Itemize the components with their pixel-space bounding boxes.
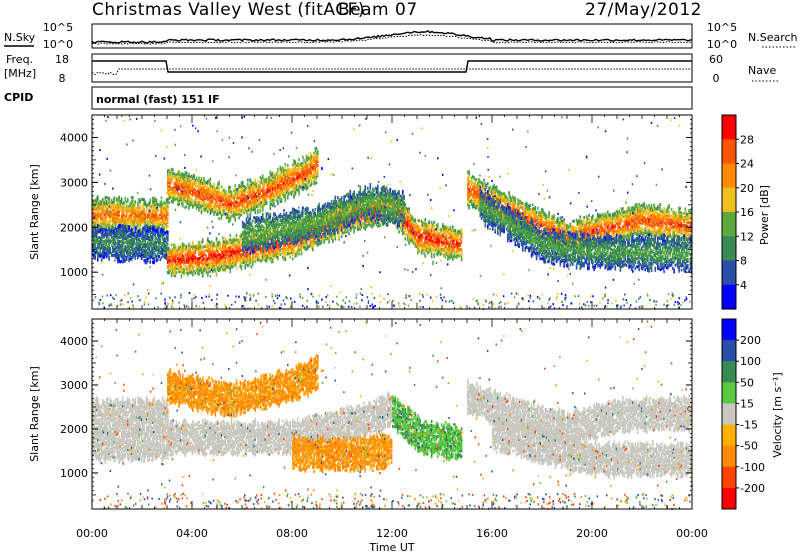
colorbar-tick-label: -100 (740, 461, 765, 474)
scatter-band-orange-arc (167, 354, 319, 418)
colorbar-swatch (722, 319, 736, 341)
colorbar-tick-label: -200 (740, 482, 765, 495)
cpid-panel: CPID normal (fast) 151 IF (4, 87, 692, 109)
y-tick-label: 4000 (60, 131, 88, 144)
beam-label: Beam 07 (338, 0, 418, 20)
colorbar-tick-label: -15 (740, 419, 758, 432)
nave-tick-top: 60 (709, 53, 723, 66)
colorbar-swatch (722, 164, 736, 189)
power-colorbar-label: Power [dB] (758, 185, 771, 245)
power-colorbar: 4 8 12 16 20 24 28 (722, 115, 754, 310)
freq-label-1: Freq. (6, 53, 33, 66)
time-axis-title: Time UT (368, 541, 414, 554)
colorbar-swatch (722, 382, 736, 404)
freq-tick-bottom: 8 (59, 72, 66, 85)
velocity-ylabel: Slant Range [km] (28, 366, 41, 462)
frequency-trace (92, 61, 692, 72)
colorbar-tick-label: 4 (740, 279, 747, 292)
noise-tick-bottom-left: 10^0 (43, 38, 73, 51)
y-tick-label: 2000 (60, 221, 88, 234)
colorbar-tick-label: 24 (740, 158, 754, 171)
freq-label-2: [MHz] (4, 67, 36, 80)
nave-tick-bottom: 0 (713, 72, 720, 85)
time-tick-label: 16:00 (476, 527, 508, 540)
nsearch-label: N.Search (748, 31, 798, 44)
noise-tick-top-right: 10^5 (707, 21, 737, 34)
colorbar-tick-label: 20 (740, 182, 754, 195)
colorbar-swatch (722, 488, 736, 510)
y-tick-label: 3000 (60, 379, 88, 392)
colorbar-tick-label: 15 (740, 397, 754, 410)
colorbar-swatch (722, 236, 736, 261)
colorbar-tick-label: 200 (740, 334, 761, 347)
time-tick-label: 20:00 (576, 527, 608, 540)
colorbar-swatch (722, 403, 736, 425)
date-label: 27/May/2012 (585, 0, 702, 20)
colorbar-swatch (722, 285, 736, 310)
y-tick-label: 1000 (60, 467, 88, 480)
colorbar-tick-label: -50 (740, 440, 758, 453)
colorbar-swatch (722, 425, 736, 447)
colorbar-tick-label: 16 (740, 206, 754, 219)
velocity-colorbar: 200 100 50 15 -15 -50 -100 -200 (722, 319, 765, 510)
power-ylabel: Slant Range [km] (28, 164, 41, 260)
time-tick-label: 00:00 (76, 527, 108, 540)
colorbar-tick-label: 50 (740, 376, 754, 389)
cpid-text: normal (fast) 151 IF (96, 93, 220, 106)
colorbar-swatch (722, 115, 736, 140)
power-panel: 1000 2000 3000 4000 Slant Range [km] 4 8 12 16… (28, 114, 771, 310)
power-heatmap (92, 114, 692, 310)
colorbar-swatch (722, 361, 736, 383)
velocity-panel: 1000 2000 3000 4000 Slant Range [km] 200 100… (28, 319, 784, 510)
time-tick-label: 00:00 (676, 527, 708, 540)
velocity-heatmap (92, 321, 693, 510)
time-tick-label: 08:00 (276, 527, 308, 540)
time-axis-labels: 00:00 04:00 08:00 12:00 16:00 20:00 00:00 (76, 527, 708, 540)
noise-tick-bottom-right: 10^0 (707, 38, 737, 51)
colorbar-swatch (722, 139, 736, 164)
noise-panel: N.Sky 10^5 10^0 10^5 10^0 N.Search (4, 21, 798, 51)
colorbar-tick-label: 8 (740, 255, 747, 268)
colorbar-tick-label: 12 (740, 230, 754, 243)
nave-label: Nave (748, 64, 776, 77)
y-tick-label: 2000 (60, 423, 88, 436)
time-tick-label: 04:00 (176, 527, 208, 540)
freq-tick-top: 18 (55, 53, 69, 66)
colorbar-swatch (722, 340, 736, 362)
colorbar-swatch (722, 212, 736, 237)
colorbar-swatch (722, 261, 736, 286)
radar-title: Christmas Valley West (fitACF) (92, 0, 365, 20)
freq-panel: Freq. [MHz] 18 8 60 0 Nave (4, 53, 778, 85)
cpid-label: CPID (4, 91, 33, 104)
scatter-band-green-tail (392, 395, 462, 461)
noise-tick-top-left: 10^5 (43, 21, 73, 34)
nsky-label: N.Sky (4, 31, 36, 44)
colorbar-tick-label: 100 (740, 355, 761, 368)
y-tick-label: 3000 (60, 176, 88, 189)
colorbar-swatch (722, 188, 736, 213)
radar-summary-figure: Christmas Valley West (fitACF) Beam 07 2… (0, 0, 800, 554)
colorbar-tick-label: 28 (740, 133, 754, 146)
y-tick-label: 1000 (60, 266, 88, 279)
colorbar-swatch (722, 467, 736, 489)
time-tick-label: 12:00 (376, 527, 408, 540)
y-tick-label: 4000 (60, 335, 88, 348)
colorbar-swatch (722, 446, 736, 468)
velocity-colorbar-label: Velocity [m s⁻¹] (771, 372, 784, 457)
